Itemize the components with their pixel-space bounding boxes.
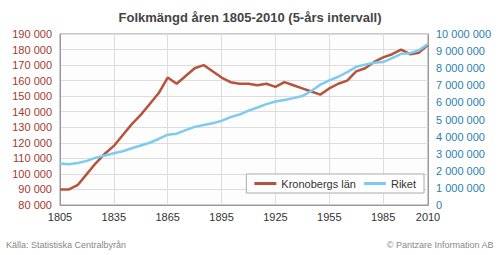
svg-text:150 000: 150 000: [12, 90, 52, 102]
svg-text:1865: 1865: [155, 211, 179, 223]
svg-text:Folkmängd åren 1805-2010 (5-år: Folkmängd åren 1805-2010 (5-års interval…: [118, 10, 381, 25]
svg-text:8 000 000: 8 000 000: [436, 62, 485, 74]
svg-text:160 000: 160 000: [12, 75, 52, 87]
svg-text:10 000 000: 10 000 000: [436, 28, 491, 40]
svg-text:2010: 2010: [416, 211, 440, 223]
svg-text:190 000: 190 000: [12, 28, 52, 40]
svg-text:Riket: Riket: [391, 178, 416, 190]
svg-text:90 000: 90 000: [18, 183, 52, 195]
svg-text:170 000: 170 000: [12, 59, 52, 71]
svg-text:Källa: Statistiska Centralbyrå: Källa: Statistiska Centralbyrån: [6, 240, 126, 250]
svg-text:Kronobergs län: Kronobergs län: [281, 178, 356, 190]
svg-text:130 000: 130 000: [12, 121, 52, 133]
svg-text:1805: 1805: [48, 211, 72, 223]
svg-text:100 000: 100 000: [12, 168, 52, 180]
svg-text:5 000 000: 5 000 000: [436, 114, 485, 126]
svg-text:3 000 000: 3 000 000: [436, 148, 485, 160]
svg-text:4 000 000: 4 000 000: [436, 131, 485, 143]
svg-text:6 000 000: 6 000 000: [436, 96, 485, 108]
svg-text:180 000: 180 000: [12, 44, 52, 56]
svg-text:80 000: 80 000: [18, 199, 52, 211]
svg-text:7 000 000: 7 000 000: [436, 79, 485, 91]
svg-text:110 000: 110 000: [13, 152, 52, 164]
svg-text:1925: 1925: [263, 211, 287, 223]
svg-text:120 000: 120 000: [12, 137, 52, 149]
svg-text:0: 0: [436, 199, 442, 211]
svg-text:1985: 1985: [371, 211, 395, 223]
svg-text:2 000 000: 2 000 000: [436, 165, 485, 177]
svg-text:1835: 1835: [102, 211, 126, 223]
svg-text:1 000 000: 1 000 000: [436, 182, 485, 194]
svg-text:140 000: 140 000: [12, 106, 52, 118]
svg-text:© Pantzare Information AB: © Pantzare Information AB: [387, 240, 494, 250]
svg-text:1895: 1895: [209, 211, 233, 223]
svg-text:1955: 1955: [317, 211, 341, 223]
svg-text:9 000 000: 9 000 000: [436, 45, 485, 57]
